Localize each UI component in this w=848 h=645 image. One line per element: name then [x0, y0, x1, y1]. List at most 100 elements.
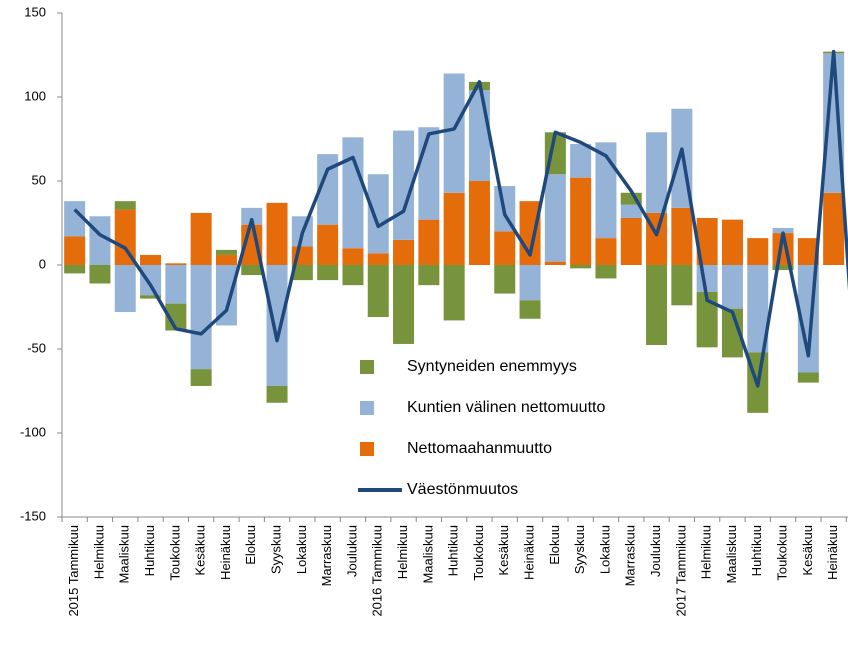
bar-segment [342, 248, 364, 265]
bar-segment [241, 265, 263, 276]
x-tick-label: Maaliskuu [420, 525, 435, 584]
x-tick-label: Heinäkuu [825, 525, 840, 580]
legend: Syntyneiden enemmyys Kuntien välinen nett… [345, 345, 683, 510]
y-tick-label: -50 [27, 340, 46, 355]
bar-segment [367, 265, 389, 318]
bar-segment [468, 181, 490, 265]
bar-segment [595, 265, 617, 279]
legend-label: Syntyneiden enemmyys [407, 358, 577, 375]
bar-segment [215, 254, 237, 265]
bar-segment [215, 249, 237, 255]
x-tick-label: Maaliskuu [724, 525, 739, 584]
x-tick-label: Kesäkuu [800, 525, 815, 576]
bar-segment [747, 238, 769, 265]
bar-segment [721, 265, 743, 309]
bar-segment [190, 212, 212, 265]
x-tick-label: 2017 Tammikuu [673, 525, 688, 617]
bar-segment [241, 207, 263, 225]
bar-segment [291, 265, 313, 281]
x-tick-label: 2016 Tammikuu [370, 525, 385, 617]
x-tick-label: Marraskuu [623, 525, 638, 586]
bar-segment [317, 154, 339, 225]
y-tick-label: 100 [24, 88, 46, 103]
legend-box [345, 345, 683, 510]
bar-segment [140, 254, 162, 265]
bar-segment [190, 265, 212, 370]
bar-segment [418, 127, 440, 220]
y-tick-label: -100 [20, 424, 46, 439]
bar-segment [64, 201, 86, 237]
bar-segment [190, 369, 212, 386]
x-tick-label: Lokakuu [294, 525, 309, 574]
bar-segment [114, 265, 136, 313]
bar-segment [797, 238, 819, 265]
bar-segment [772, 265, 794, 271]
bar-segment [570, 144, 592, 178]
x-tick-label: Huhtikuu [446, 525, 461, 576]
legend-label: Nettomaahanmuutto [407, 440, 552, 457]
bar-segment [772, 228, 794, 234]
x-tick-label: Huhtikuu [749, 525, 764, 576]
bar-segment [620, 217, 642, 265]
x-tick-label: Lokakuu [597, 525, 612, 574]
x-tick-label: 2015 Tammikuu [66, 525, 81, 617]
y-tick-label: 50 [32, 172, 46, 187]
x-tick-label: Toukokuu [471, 525, 486, 581]
bar-segment [646, 132, 668, 213]
bar-segment [393, 239, 415, 265]
plot-area: -150 -100 -50 0 50 100 150 2015 Tammikuu Helmiku… [20, 4, 848, 617]
x-tick-label: Heinäkuu [218, 525, 233, 580]
legend-swatch [360, 442, 374, 456]
bar-segment [140, 265, 162, 296]
bar-segment [823, 53, 845, 193]
x-tick-label: Heinäkuu [521, 525, 536, 580]
bar-segment [443, 265, 465, 321]
bar-segment [443, 192, 465, 265]
bar-segment [671, 207, 693, 265]
bar-segment [114, 209, 136, 265]
bar-segment [215, 265, 237, 326]
bar-segment [595, 238, 617, 265]
bar-segment [494, 231, 516, 265]
bar-segment [165, 303, 187, 331]
bar-segment [620, 192, 642, 205]
bar-segment [266, 265, 288, 386]
bar-segment [367, 174, 389, 254]
x-tick-label: Toukokuu [167, 525, 182, 581]
x-tick-label: Huhtikuu [142, 525, 157, 576]
bar-segment [823, 192, 845, 265]
x-tick-label: Helmikuu [91, 525, 106, 579]
bar-segment [544, 174, 566, 262]
bar-segment [696, 265, 718, 292]
x-tick-label: Elokuu [243, 525, 258, 565]
bar-segment [64, 236, 86, 265]
bar-segment [570, 177, 592, 265]
x-tick-label: Joulukuu [648, 525, 663, 577]
bar-segment [266, 202, 288, 265]
bar-segment [721, 308, 743, 358]
bar-segment [570, 265, 592, 269]
y-tick-label: 0 [39, 256, 46, 271]
x-tick-label: Toukokuu [774, 525, 789, 581]
x-tick-label: Kesäkuu [496, 525, 511, 576]
legend-swatch [360, 401, 374, 415]
bar-segment [89, 265, 111, 284]
bar-segment [317, 224, 339, 265]
y-tick-label: 150 [24, 4, 46, 19]
bar-segment [342, 137, 364, 249]
x-tick-label: Syyskuu [572, 525, 587, 574]
bar-segment [696, 217, 718, 265]
x-tick-label: Marraskuu [319, 525, 334, 586]
bar-segment [114, 201, 136, 210]
bar-segment [519, 300, 541, 319]
bar-segment [140, 295, 162, 299]
bar-segment [443, 73, 465, 193]
bar-segment [620, 204, 642, 218]
bar-segment [418, 219, 440, 265]
bar-segment [165, 263, 187, 265]
bar-segment [468, 90, 490, 181]
bar-segment [696, 291, 718, 348]
bar-segment [595, 142, 617, 239]
bar-segment [165, 265, 187, 304]
